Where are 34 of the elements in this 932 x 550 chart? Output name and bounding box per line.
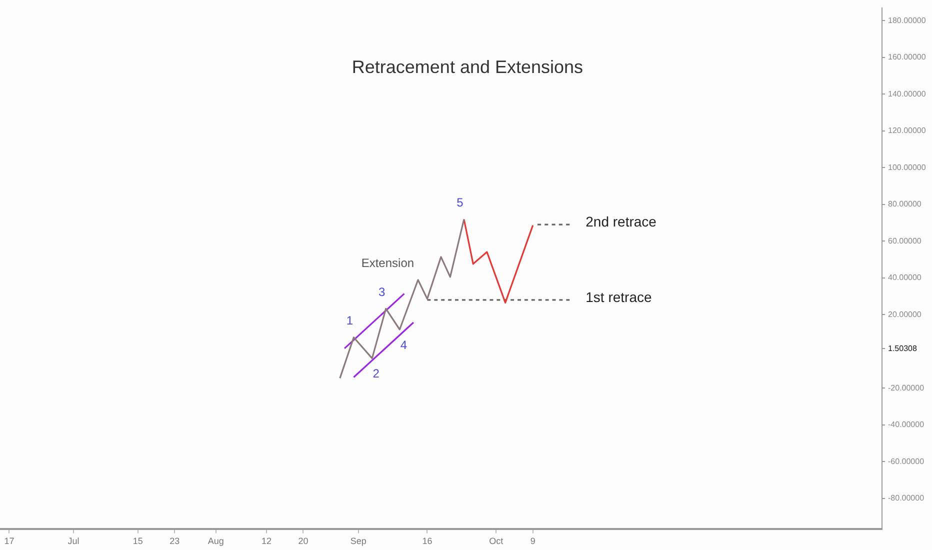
x-tick-label: 20 <box>298 536 308 546</box>
y-tick-label: 100.00000 <box>888 162 926 172</box>
annotation: 4 <box>400 338 408 352</box>
y-tick-label: -80.00000 <box>888 494 925 503</box>
x-tick-label: Aug <box>208 536 224 546</box>
y-tick-label: 60.00000 <box>888 236 922 246</box>
y-tick-label: 40.00000 <box>888 273 922 282</box>
y-tick-label: -40.00000 <box>888 420 925 430</box>
y-tick-label: -20.00000 <box>888 383 925 392</box>
annotation: 5 <box>456 196 464 210</box>
y-tick-label: 1.50308 <box>888 344 918 353</box>
annotation: 1 <box>346 314 354 328</box>
y-tick-label: 140.00000 <box>888 89 926 98</box>
x-tick-label: 16 <box>422 536 432 546</box>
x-tick-label: 17 <box>4 536 14 546</box>
y-tick-label: 180.00000 <box>888 16 926 25</box>
text: Retracement and Extensions <box>352 56 584 77</box>
x-tick-label: 23 <box>170 536 180 546</box>
x-tick-label: Sep <box>350 536 366 546</box>
x-tick-label: 12 <box>261 536 272 546</box>
annotation: 2 <box>372 366 380 381</box>
y-tick-label: 80.00000 <box>888 200 922 209</box>
x-tick-label: Jul <box>68 536 80 546</box>
series-label: 2nd retrace <box>586 213 657 230</box>
x-tick-label: 15 <box>132 536 143 546</box>
x-tick-label: 9 <box>530 536 536 546</box>
annotation: 3 <box>378 285 386 300</box>
series-label: 1st retrace <box>586 288 652 305</box>
annotation: Extension <box>361 256 414 270</box>
y-tick-label: 20.00000 <box>888 310 922 319</box>
y-tick-label: -60.00000 <box>888 456 925 466</box>
y-tick-label: 120.00000 <box>888 126 926 136</box>
x-tick-label: Oct <box>489 536 504 546</box>
y-tick-label: 160.00000 <box>888 52 926 62</box>
